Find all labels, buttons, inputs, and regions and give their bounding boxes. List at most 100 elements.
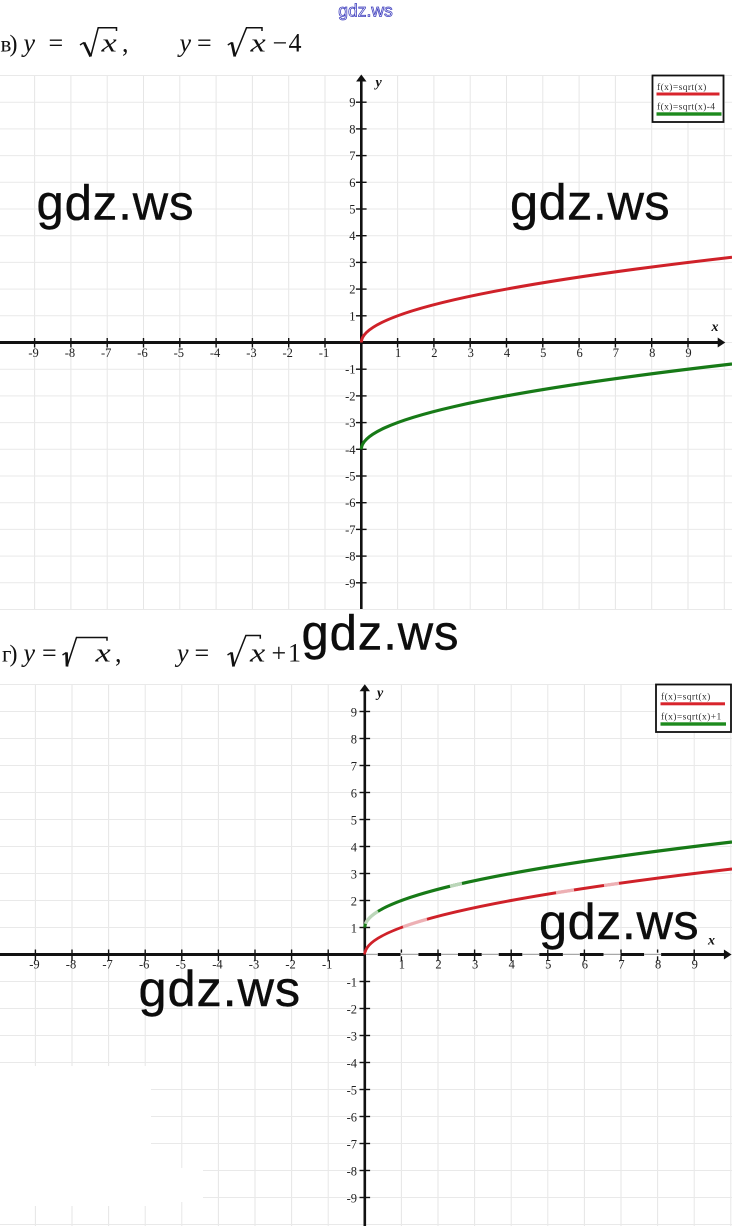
svg-text:8: 8 <box>655 958 661 972</box>
svg-text:f(x)=sqrt(x)+1: f(x)=sqrt(x)+1 <box>661 712 722 723</box>
svg-text:-6: -6 <box>139 958 149 972</box>
svg-text:x: x <box>707 934 715 949</box>
svg-text:x: x <box>94 638 111 667</box>
svg-text:-5: -5 <box>347 1083 357 1097</box>
svg-text:5: 5 <box>351 813 357 827</box>
svg-text:4: 4 <box>351 840 358 854</box>
svg-text:2: 2 <box>435 958 441 972</box>
svg-text:y: y <box>374 76 383 91</box>
svg-text:1: 1 <box>395 346 401 360</box>
svg-text:-8: -8 <box>66 958 76 972</box>
svg-text:-4: -4 <box>345 443 356 457</box>
svg-text:9: 9 <box>685 346 691 360</box>
svg-text:,: , <box>115 639 122 668</box>
svg-text:9: 9 <box>349 96 355 110</box>
svg-text:-1: -1 <box>345 363 355 377</box>
svg-text:7: 7 <box>613 346 619 360</box>
svg-text:-9: -9 <box>347 1191 357 1205</box>
svg-text:9: 9 <box>351 705 357 719</box>
svg-text:f(x)=sqrt(x): f(x)=sqrt(x) <box>661 692 711 703</box>
svg-text:-6: -6 <box>347 1110 357 1124</box>
svg-text:6: 6 <box>576 346 582 360</box>
svg-text:1: 1 <box>399 958 405 972</box>
svg-text:y: y <box>21 29 36 58</box>
svg-text:4: 4 <box>504 346 511 360</box>
svg-text:-7: -7 <box>102 958 112 972</box>
svg-text:−: − <box>273 29 288 58</box>
svg-text:gdz.ws: gdz.ws <box>539 893 699 950</box>
svg-text:-3: -3 <box>347 1029 357 1043</box>
svg-text:x: x <box>711 320 719 335</box>
svg-text:-4: -4 <box>212 958 223 972</box>
svg-text:5: 5 <box>540 346 546 360</box>
svg-text:6: 6 <box>351 786 357 800</box>
svg-text:y: y <box>21 639 36 668</box>
svg-text:gdz.ws: gdz.ws <box>510 174 670 231</box>
svg-text:5: 5 <box>349 203 355 217</box>
svg-text:г: г <box>2 642 11 667</box>
svg-text:5: 5 <box>545 958 551 972</box>
svg-text:,: , <box>122 29 129 58</box>
svg-text:+: + <box>272 639 287 668</box>
svg-text:3: 3 <box>349 256 355 270</box>
svg-text:=: = <box>197 29 212 58</box>
svg-text:-8: -8 <box>65 346 75 360</box>
svg-text:3: 3 <box>468 346 474 360</box>
svg-text:-6: -6 <box>345 496 355 510</box>
svg-text:8: 8 <box>349 122 355 136</box>
svg-text:-9: -9 <box>345 576 355 590</box>
svg-text:8: 8 <box>351 732 357 746</box>
svg-text:y: y <box>174 639 189 668</box>
svg-text:-5: -5 <box>174 346 184 360</box>
svg-text:-2: -2 <box>285 958 295 972</box>
svg-text:7: 7 <box>618 958 624 972</box>
svg-text:): ) <box>10 32 18 58</box>
svg-text:-2: -2 <box>345 389 355 403</box>
svg-text:-9: -9 <box>29 958 39 972</box>
svg-text:3: 3 <box>472 958 478 972</box>
svg-text:-9: -9 <box>28 346 38 360</box>
svg-text:-4: -4 <box>210 346 221 360</box>
svg-text:x: x <box>100 28 117 57</box>
svg-text:gdz.ws: gdz.ws <box>338 1 393 21</box>
svg-text:1: 1 <box>349 309 355 323</box>
svg-text:-1: -1 <box>319 346 329 360</box>
svg-text:gdz.ws: gdz.ws <box>302 607 460 661</box>
svg-text:3: 3 <box>351 867 357 881</box>
svg-text:-1: -1 <box>322 958 332 972</box>
svg-text:4: 4 <box>349 229 356 243</box>
svg-text:-7: -7 <box>101 346 111 360</box>
svg-text:=: = <box>49 29 64 58</box>
svg-text:4: 4 <box>289 29 302 58</box>
svg-text:x: x <box>249 638 266 667</box>
svg-text:-7: -7 <box>347 1137 357 1151</box>
svg-text:y: y <box>375 686 384 701</box>
svg-text:8: 8 <box>649 346 655 360</box>
svg-text:-5: -5 <box>176 958 186 972</box>
svg-text:в: в <box>1 32 12 57</box>
svg-text:=: = <box>42 639 57 668</box>
svg-text:6: 6 <box>349 176 355 190</box>
svg-text:2: 2 <box>351 894 357 908</box>
svg-text:f(x)=sqrt(x): f(x)=sqrt(x) <box>657 82 707 93</box>
svg-text:2: 2 <box>431 346 437 360</box>
svg-text:gdz.ws: gdz.ws <box>139 960 302 1017</box>
svg-text:f(x)=sqrt(x)-4: f(x)=sqrt(x)-4 <box>657 102 715 113</box>
svg-text:-2: -2 <box>282 346 292 360</box>
svg-text:-8: -8 <box>347 1164 357 1178</box>
svg-text:6: 6 <box>582 958 588 972</box>
svg-text:1: 1 <box>288 639 301 668</box>
svg-text:1: 1 <box>351 921 357 935</box>
svg-text:-8: -8 <box>345 550 355 564</box>
svg-text:2: 2 <box>349 283 355 297</box>
svg-text:gdz.ws: gdz.ws <box>37 177 195 231</box>
svg-text:9: 9 <box>692 958 698 972</box>
svg-text:-3: -3 <box>249 958 259 972</box>
svg-text:x: x <box>249 28 266 57</box>
svg-text:-1: -1 <box>347 975 357 989</box>
svg-text:-2: -2 <box>347 1002 357 1016</box>
svg-text:-3: -3 <box>246 346 256 360</box>
svg-text:-3: -3 <box>345 416 355 430</box>
svg-text:4: 4 <box>509 958 516 972</box>
svg-text:7: 7 <box>351 759 357 773</box>
